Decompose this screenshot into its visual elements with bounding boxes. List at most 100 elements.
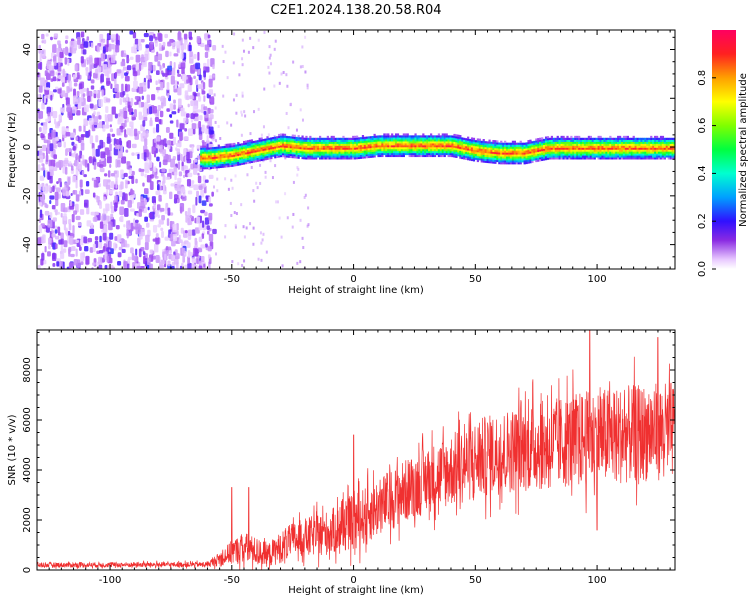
spectrogram-cell bbox=[669, 137, 672, 140]
spectrogram-cell bbox=[187, 190, 193, 195]
spectrogram-cell bbox=[511, 146, 515, 149]
spectrogram-cell bbox=[213, 150, 216, 154]
spectrogram-cell bbox=[620, 141, 624, 144]
spectrogram-cell bbox=[105, 98, 111, 102]
spectrogram-cell bbox=[564, 141, 567, 144]
spectrogram-cell bbox=[556, 137, 559, 140]
spectrogram-cell bbox=[636, 139, 639, 142]
spectrogram-cell bbox=[669, 139, 672, 142]
spectrogram-cell bbox=[393, 137, 396, 140]
spectrogram-cell bbox=[272, 152, 275, 155]
spectrogram-cell bbox=[209, 162, 213, 166]
spectrogram-cell bbox=[179, 123, 185, 130]
spectrogram-cell bbox=[192, 267, 197, 269]
spectrogram-cell bbox=[580, 151, 583, 154]
spectrogram-cell bbox=[117, 234, 122, 243]
spectrogram-cell bbox=[562, 139, 565, 142]
spectrogram-cell bbox=[262, 144, 265, 148]
spectrogram-cell bbox=[281, 264, 284, 268]
spectrogram-cell bbox=[435, 150, 439, 154]
spectrogram-cell bbox=[548, 151, 552, 154]
spectrogram-cell bbox=[474, 140, 478, 143]
spectrogram-cell bbox=[219, 161, 222, 165]
spectrogram-cell bbox=[593, 139, 596, 142]
spectrogram-cell bbox=[338, 137, 341, 140]
spectrogram-cell bbox=[86, 59, 89, 65]
spectrogram-cell bbox=[198, 96, 202, 102]
spectrogram-cell bbox=[318, 139, 322, 142]
spectrogram-cell bbox=[328, 137, 331, 140]
spectrogram-cell bbox=[581, 149, 585, 152]
spectrogram-cell bbox=[585, 137, 589, 140]
spectrogram-cell bbox=[66, 86, 70, 94]
spectrogram-cell bbox=[451, 154, 454, 158]
snr-x-tick-label: 0 bbox=[350, 575, 356, 586]
spectrogram-cell bbox=[578, 143, 581, 146]
spectrogram-cell bbox=[539, 153, 542, 156]
spectrogram-cell bbox=[260, 154, 263, 158]
snr-x-axis-label: Height of straight line (km) bbox=[288, 585, 424, 596]
spectrogram-cell bbox=[394, 141, 398, 144]
spectrogram-cell bbox=[134, 96, 139, 100]
spectrogram-cell bbox=[270, 156, 273, 160]
spectrogram-cell bbox=[237, 149, 240, 153]
spectrogram-cell bbox=[208, 117, 213, 127]
figure-title: C2E1.2024.138.20.58.R04 bbox=[270, 3, 441, 18]
spectrogram-cell bbox=[414, 137, 417, 140]
spectrogram-cell bbox=[105, 203, 110, 212]
spectrogram-cell bbox=[280, 154, 283, 158]
spectrogram-cell bbox=[597, 139, 600, 142]
spectrogram-cell bbox=[241, 143, 244, 146]
spectrogram-cell bbox=[171, 41, 176, 50]
spectrogram-cell bbox=[494, 151, 497, 155]
spectrogram-cell bbox=[162, 41, 166, 47]
spectrogram-cell bbox=[231, 147, 234, 150]
spectrogram-cell bbox=[537, 149, 540, 152]
spectrogram-cell bbox=[256, 157, 259, 160]
spectrogram-cell bbox=[54, 235, 60, 240]
spectrogram-cell bbox=[500, 152, 503, 155]
spectrogram-cell bbox=[449, 141, 452, 144]
spectrogram-cell bbox=[207, 155, 211, 158]
spectrogram-cell bbox=[387, 145, 390, 148]
spectrogram-cell bbox=[71, 213, 75, 223]
spectrogram-cell bbox=[359, 141, 363, 144]
spectrogram-cell bbox=[313, 137, 316, 140]
spectrogram-cell bbox=[375, 143, 378, 146]
spectrogram-cell bbox=[509, 152, 513, 155]
spectrogram-cell bbox=[334, 145, 337, 148]
spectrogram-cell bbox=[620, 139, 624, 142]
spectrogram-cell bbox=[338, 157, 341, 160]
spectrogram-cell bbox=[51, 230, 55, 234]
spectrogram-cell bbox=[235, 158, 238, 161]
spectrogram-cell bbox=[196, 216, 201, 224]
spectrogram-cell bbox=[95, 148, 100, 157]
spectrogram-cell bbox=[574, 149, 577, 152]
spectrogram-cell bbox=[490, 157, 493, 160]
spectrogram-cell bbox=[172, 136, 177, 145]
spectrogram-cell bbox=[638, 157, 641, 160]
spectrogram-cell bbox=[422, 133, 425, 136]
spectrogram-cell bbox=[361, 144, 365, 147]
spectrogram-cell bbox=[640, 147, 643, 150]
spectrogram-cell bbox=[453, 135, 456, 139]
spectrogram-cell bbox=[504, 156, 507, 159]
spectrogram-cell bbox=[652, 137, 655, 140]
spectrogram-cell bbox=[476, 154, 479, 157]
spectrogram-cell bbox=[243, 156, 246, 159]
spectrogram-cell bbox=[106, 255, 110, 263]
spectrogram-cell bbox=[515, 150, 518, 153]
spectrogram-cell bbox=[348, 143, 351, 146]
spectrogram-cell bbox=[158, 194, 162, 202]
spectrogram-cell bbox=[289, 153, 292, 157]
spectrogram-cell bbox=[215, 166, 218, 169]
spectrogram-cell bbox=[626, 137, 629, 140]
spectrogram-cell bbox=[233, 144, 236, 148]
spectrogram-cell bbox=[609, 149, 612, 152]
spectrogram-cell bbox=[320, 145, 324, 148]
spectrogram-cell bbox=[359, 144, 363, 148]
spectrogram-cell bbox=[181, 186, 186, 193]
spectrogram-cell bbox=[230, 178, 233, 182]
spectrogram-cell bbox=[607, 153, 610, 156]
